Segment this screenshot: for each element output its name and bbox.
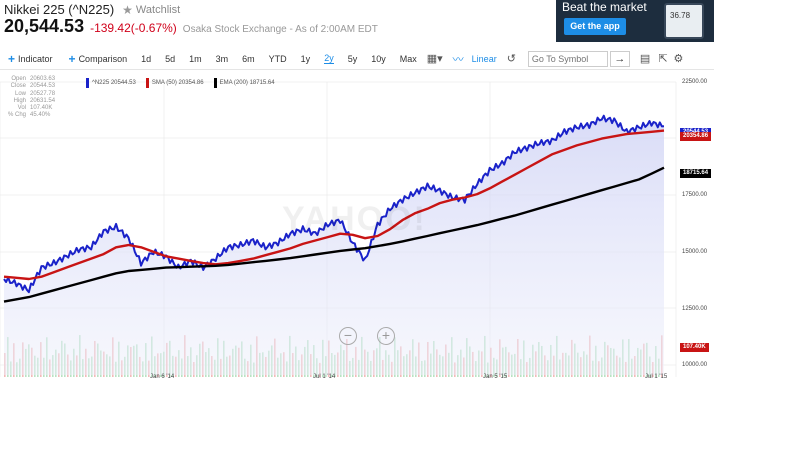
y-tick-label: 22500.00: [682, 79, 708, 85]
range-1m[interactable]: 1m: [189, 53, 202, 64]
ticker-name: Nikkei 225 (^N225): [4, 2, 115, 17]
range-2y[interactable]: 2y: [324, 53, 334, 64]
stat-value: 20603.63: [30, 76, 56, 82]
scale-toggle[interactable]: Linear: [471, 53, 497, 64]
ohlc-stats: Open 20603.63 Close 20544.53 Low 20527.78 H…: [4, 76, 55, 120]
x-tick-label: Jan 6 '14: [150, 374, 175, 380]
stat-label: Low: [14, 90, 26, 97]
stat-label: High: [13, 97, 26, 104]
chart-toolbar: + Indicator + Comparison 1d 5d 1m 3m 6m YT…: [0, 48, 714, 70]
series-line-ema-200: [3, 166, 665, 303]
y-tick-label: 10000.00: [682, 362, 708, 368]
ad-title: Beat the market: [562, 0, 647, 14]
print-icon[interactable]: ▤: [639, 53, 651, 65]
go-to-symbol-input[interactable]: [527, 50, 608, 67]
ema-marker: 18715.64: [680, 169, 712, 178]
legend-swatch: [86, 78, 89, 88]
stat-value: 107.40K: [30, 105, 53, 112]
range-3m[interactable]: 3m: [215, 53, 229, 64]
comparison-button[interactable]: + Comparison: [69, 52, 128, 66]
phone-icon: 36.78: [664, 3, 704, 39]
price-change: -139.42(-0.67%): [90, 21, 177, 35]
calendar-icon[interactable]: ▦▾: [426, 53, 443, 65]
range-1d[interactable]: 1d: [141, 53, 152, 64]
range-ytd[interactable]: YTD: [268, 53, 287, 64]
stat-value: 45.40%: [30, 112, 51, 119]
x-tick-label: Jul 1 '14: [313, 374, 336, 380]
x-tick-label: Jul 1 '15: [645, 374, 668, 380]
chart-legend: ^N225 20544.53 SMA (50) 20354.86 EMA (20…: [86, 78, 275, 88]
range-5y[interactable]: 5y: [347, 53, 358, 64]
range-6m[interactable]: 6m: [242, 53, 255, 64]
reset-icon[interactable]: ↺: [506, 53, 516, 65]
price-chart[interactable]: [0, 72, 720, 382]
stat-label: % Chg: [7, 112, 26, 119]
star-icon: ★: [122, 2, 133, 17]
legend-item[interactable]: EMA (200) 18715.64: [213, 78, 275, 88]
comparison-label: Comparison: [78, 53, 128, 64]
stat-value: 20527.78: [30, 90, 56, 97]
legend-label: EMA (200) 18715.64: [219, 80, 275, 86]
watchlist-button[interactable]: ★ Watchlist: [122, 3, 180, 17]
stat-label: Vol: [17, 105, 26, 112]
zoom-in-button[interactable]: +: [377, 327, 395, 345]
watchlist-label: Watchlist: [135, 3, 181, 16]
y-tick-label: 17500.00: [682, 192, 708, 198]
range-5d[interactable]: 5d: [165, 53, 176, 64]
gear-icon[interactable]: ⚙: [673, 53, 684, 65]
stat-value: 20544.53: [30, 83, 56, 90]
plus-icon: +: [8, 51, 16, 66]
zoom-out-button[interactable]: −: [339, 327, 357, 345]
plus-icon: +: [68, 51, 76, 66]
go-arrow-button[interactable]: →: [609, 50, 630, 67]
legend-swatch: [213, 78, 217, 88]
series-line-sma-50: [3, 129, 665, 281]
current-price: 20,544.53: [4, 16, 85, 36]
get-app-button[interactable]: Get the app: [564, 18, 626, 35]
stat-value: 20631.54: [30, 97, 56, 104]
expand-icon[interactable]: ⇱: [658, 53, 668, 65]
yahoo-watermark: YAHOO!: [282, 200, 427, 238]
legend-label: SMA (50) 20354.86: [151, 80, 204, 86]
stat-label: Close: [10, 83, 26, 90]
indicator-button[interactable]: + Indicator: [8, 52, 53, 66]
stat-label: Open: [11, 76, 26, 82]
x-tick-label: Jan 5 '15: [483, 374, 508, 380]
series-line-n225: [3, 114, 665, 294]
chart-type-icon[interactable]: 〰: [452, 53, 464, 66]
app-ad-banner[interactable]: Beat the market Get the app 36.78: [556, 0, 714, 42]
sma-marker: 20354.86: [680, 132, 712, 141]
exchange-info: Osaka Stock Exchange - As of 2:00AM EDT: [182, 24, 378, 35]
price-area: [4, 115, 664, 375]
quote-header: Nikkei 225 (^N225) ★ Watchlist 20,544.53…: [0, 0, 807, 44]
indicator-label: Indicator: [18, 53, 53, 64]
legend-swatch: [145, 78, 149, 88]
range-10y[interactable]: 10y: [371, 53, 386, 64]
y-tick-label: 12500.00: [682, 306, 708, 312]
legend-label: ^N225 20544.53: [92, 80, 136, 86]
phone-value: 36.78: [670, 11, 691, 20]
range-max[interactable]: Max: [399, 53, 417, 64]
legend-item[interactable]: SMA (50) 20354.86: [145, 78, 204, 88]
range-1y[interactable]: 1y: [300, 53, 311, 64]
y-tick-label: 15000.00: [682, 249, 708, 255]
legend-item[interactable]: ^N225 20544.53: [86, 78, 136, 88]
volume-marker: 107.40K: [680, 343, 709, 352]
